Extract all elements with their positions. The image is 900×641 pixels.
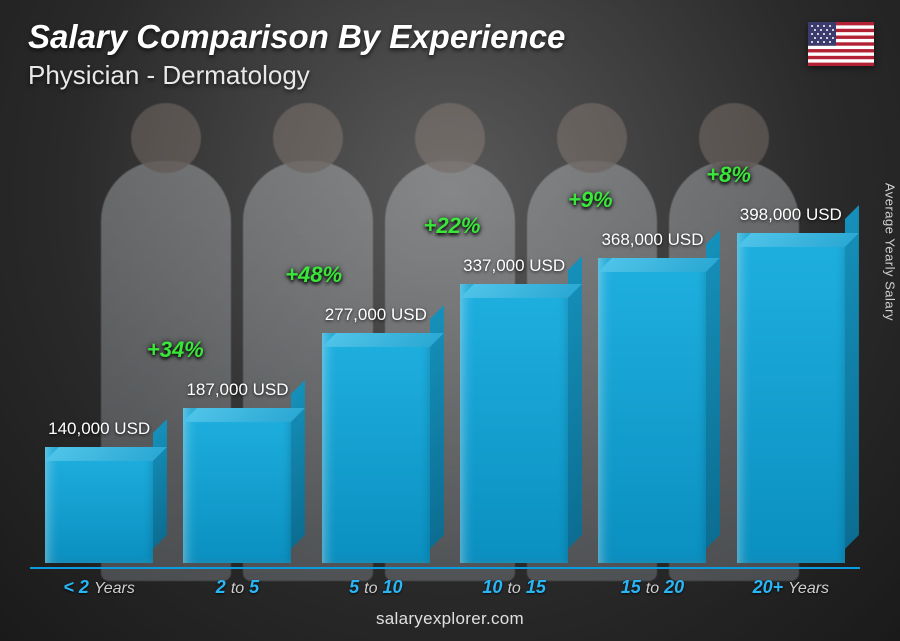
bar: [460, 284, 568, 563]
bar: [737, 233, 845, 563]
bar-slot: 187,000 USD: [168, 380, 306, 563]
x-axis-tick: 20+ Years: [722, 569, 860, 601]
bar-value-label: 368,000 USD: [601, 230, 703, 250]
bar-value-label: 277,000 USD: [325, 305, 427, 325]
x-axis-tick: < 2 Years: [30, 569, 168, 601]
flag-icon: [808, 22, 874, 66]
bar-slot: 368,000 USD: [583, 230, 721, 563]
bar-slot: 277,000 USD: [307, 305, 445, 563]
page-title: Salary Comparison By Experience: [28, 18, 565, 56]
bar-value-label: 398,000 USD: [740, 205, 842, 225]
x-axis-tick: 15 to 20: [583, 569, 721, 601]
footer-source: salaryexplorer.com: [0, 609, 900, 629]
bar: [598, 258, 706, 563]
header: Salary Comparison By Experience Physicia…: [28, 18, 565, 91]
bar-slot: 140,000 USD: [30, 419, 168, 563]
y-axis-label: Average Yearly Salary: [883, 182, 898, 320]
salary-bar-chart: 140,000 USD 187,000 USD 277,000 USD 337,000…: [0, 110, 870, 601]
x-axis-tick: 5 to 10: [307, 569, 445, 601]
page-subtitle: Physician - Dermatology: [28, 60, 565, 91]
bar-value-label: 337,000 USD: [463, 256, 565, 276]
x-axis-tick: 10 to 15: [445, 569, 583, 601]
x-axis-tick: 2 to 5: [168, 569, 306, 601]
bar-slot: 398,000 USD: [722, 205, 860, 563]
bar-value-label: 140,000 USD: [48, 419, 150, 439]
bar: [45, 447, 153, 563]
bar-slot: 337,000 USD: [445, 256, 583, 563]
bar: [322, 333, 430, 563]
bar: [183, 408, 291, 563]
bar-value-label: 187,000 USD: [186, 380, 288, 400]
